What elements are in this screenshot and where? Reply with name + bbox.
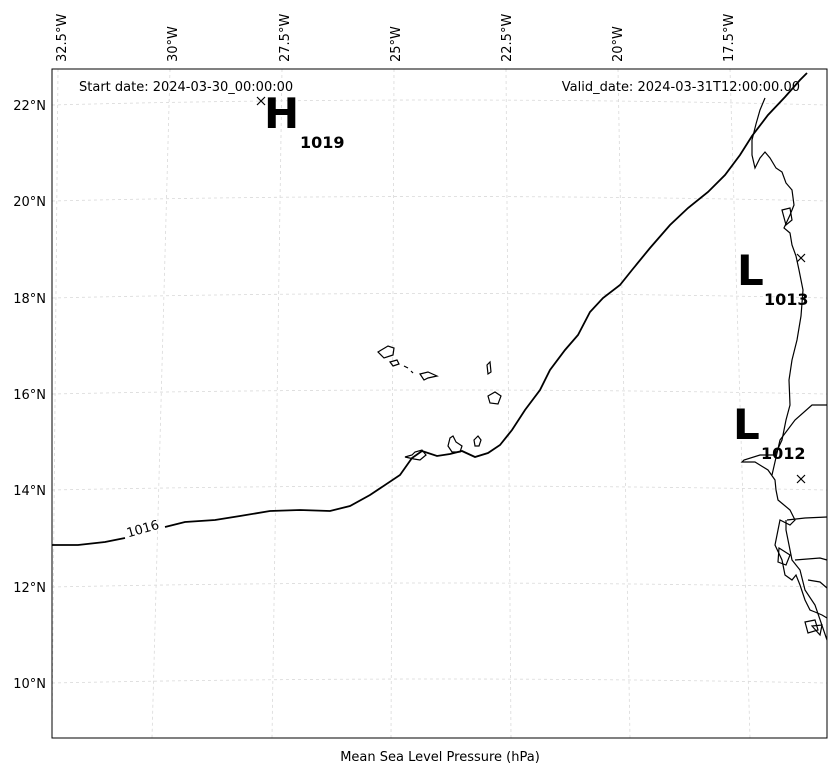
high-center-value: 1019 — [300, 133, 345, 152]
lon-label: 32.5°W — [55, 14, 70, 62]
latitude-labels: 22°N 20°N 18°N 16°N 14°N 12°N 10°N — [13, 99, 46, 692]
center-markers — [256, 96, 806, 484]
low-center-value-north: 1013 — [764, 290, 809, 309]
valid-date-text: Valid_date: 2024-03-31T12:00:00.00 — [562, 80, 800, 95]
low-center-letter-north: L — [737, 246, 764, 295]
lon-label: 17.5°W — [722, 14, 737, 62]
lon-label: 25°W — [389, 26, 404, 62]
lat-label: 12°N — [13, 581, 46, 596]
graticule — [51, 68, 828, 739]
lat-label: 14°N — [13, 484, 46, 499]
high-center-letter: H — [264, 89, 299, 138]
lon-label: 22.5°W — [500, 14, 515, 62]
isobar-label: 1016 — [125, 518, 161, 542]
lat-label: 10°N — [13, 677, 46, 692]
lat-label: 18°N — [13, 292, 46, 307]
lat-label: 16°N — [13, 388, 46, 403]
low-center-marker-south — [796, 474, 806, 484]
islands — [377, 345, 502, 461]
lon-label: 30°W — [166, 26, 181, 62]
low-center-marker-north — [796, 253, 806, 263]
start-date-text: Start date: 2024-03-30_00:00:00 — [79, 80, 293, 95]
low-center-letter-south: L — [733, 400, 760, 449]
lat-label: 20°N — [13, 195, 46, 210]
map-frame — [51, 68, 828, 739]
high-center-marker — [256, 96, 266, 106]
x-axis-label: Mean Sea Level Pressure (hPa) — [340, 750, 540, 765]
coastline — [740, 97, 828, 641]
low-center-value-south: 1012 — [761, 444, 806, 463]
lon-label: 20°W — [611, 26, 626, 62]
isobar-1016 — [52, 72, 808, 546]
lat-label: 22°N — [13, 99, 46, 114]
lon-label: 27.5°W — [278, 14, 293, 62]
longitude-labels: 32.5°W 30°W 27.5°W 25°W 22.5°W 20°W 17.5… — [55, 14, 737, 62]
